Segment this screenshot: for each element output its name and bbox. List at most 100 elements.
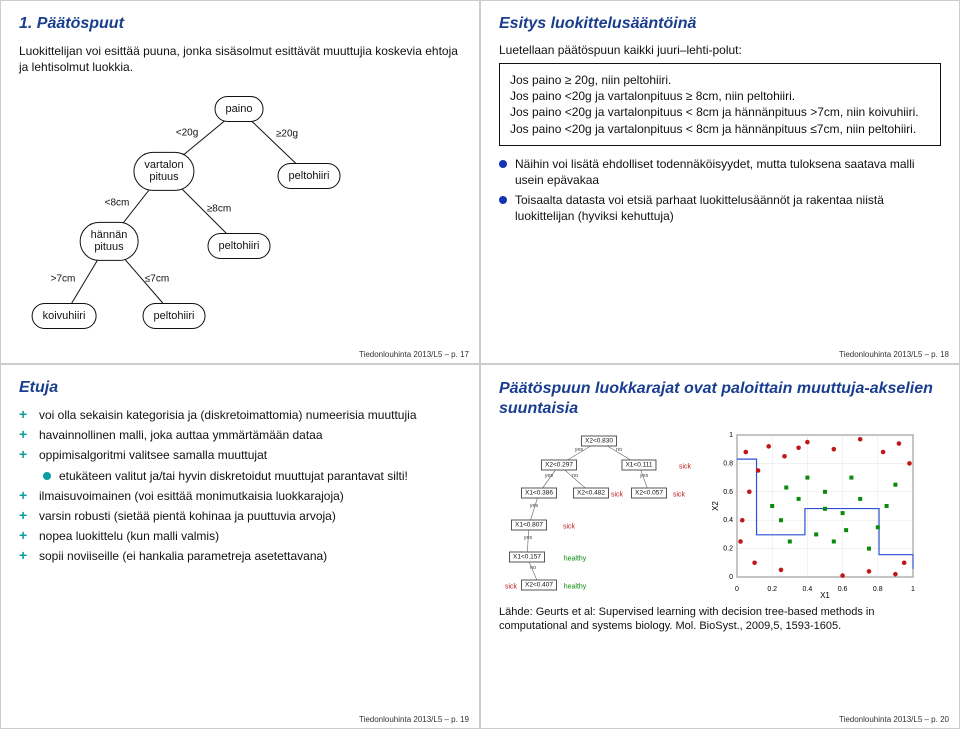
mini-tree-node: X2<0.297 xyxy=(541,460,577,471)
page-footer: Tiedonlouhinta 2013/L5 – p. 20 xyxy=(839,715,949,724)
page-footer: Tiedonlouhinta 2013/L5 – p. 17 xyxy=(359,350,469,359)
bullet-dot-icon xyxy=(499,196,507,204)
mini-tree-node: X1<0.111 xyxy=(621,460,656,471)
rule-line: Jos paino <20g ja vartalonpituus < 8cm j… xyxy=(510,121,930,137)
tree-node-n20: peltohiiri xyxy=(278,163,341,189)
plus-icon: + xyxy=(19,407,31,423)
mini-tree-leaf: sick xyxy=(505,584,517,591)
rules-box: Jos paino ≥ 20g, niin peltohiiri.Jos pai… xyxy=(499,63,941,146)
advantage-item: + havainnollinen malli, joka auttaa ymmär… xyxy=(19,427,461,443)
advantage-text: oppimisalgoritmi valitsee samalla muuttu… xyxy=(39,447,267,463)
mini-tree-leaf: healthy xyxy=(564,556,587,563)
svg-text:0: 0 xyxy=(729,574,733,581)
bullet-dot-icon xyxy=(43,472,51,480)
advantage-text: voi olla sekaisin kategorisia ja (diskre… xyxy=(39,407,417,423)
svg-text:0.6: 0.6 xyxy=(723,489,733,496)
mini-tree-node: X1<0.157 xyxy=(509,552,545,563)
edge-label: ≥8cm xyxy=(207,204,231,215)
advantage-item: + voi olla sekaisin kategorisia ja (diskr… xyxy=(19,407,461,423)
sub-bullet-text: etukäteen valitut ja/tai hyvin diskretoi… xyxy=(59,468,408,484)
svg-text:yes: yes xyxy=(640,473,649,479)
advantage-item: + nopea luokittelu (kun malli valmis) xyxy=(19,528,461,544)
mini-tree-leaf: healthy xyxy=(564,584,587,591)
advantage-text: ilmaisuvoimainen (voi esittää monimutkai… xyxy=(39,488,344,504)
mini-tree-node: X2<0.830 xyxy=(581,436,617,447)
advantage-item: + sopii noviiseille (ei hankalia parametr… xyxy=(19,548,461,564)
svg-text:0: 0 xyxy=(735,586,739,593)
tree-node-koiv: koivuhiiri xyxy=(32,303,97,329)
svg-text:0.8: 0.8 xyxy=(723,460,733,467)
svg-text:1: 1 xyxy=(729,432,733,439)
svg-text:0.2: 0.2 xyxy=(767,586,777,593)
tree-node-root: paino xyxy=(215,96,264,122)
plus-icon: + xyxy=(19,447,31,463)
svg-text:yes: yes xyxy=(530,503,539,509)
tree-node-vp: vartalonpituus xyxy=(133,152,194,190)
edge-label: ≤7cm xyxy=(145,274,169,285)
svg-text:0.2: 0.2 xyxy=(723,546,733,553)
rule-line: Jos paino <20g ja vartalonpituus ≥ 8cm, … xyxy=(510,88,930,104)
intro-text: Luetellaan päätöspuun kaikki juuri–lehti… xyxy=(499,43,941,57)
mini-tree-node: X2<0.057 xyxy=(631,488,667,499)
bullets: Näihin voi lisätä ehdolliset todennäköis… xyxy=(499,156,941,225)
advantage-text: havainnollinen malli, joka auttaa ymmärt… xyxy=(39,427,323,443)
slide-title: 1. Päätöspuut xyxy=(19,15,461,33)
svg-text:0.6: 0.6 xyxy=(838,586,848,593)
bullet-text: Toisaalta datasta voi etsiä parhaat luok… xyxy=(515,192,941,224)
slide-20: Päätöspuun luokkarajat ovat paloittain m… xyxy=(480,364,960,729)
mini-tree-leaf: sick xyxy=(563,524,575,531)
edge-label: <8cm xyxy=(105,198,130,209)
decision-tree: paino vartalonpituus peltohiiri hännänpituu… xyxy=(19,81,459,341)
edge-label: ≥20g xyxy=(276,129,298,140)
mini-tree-node: X2<0.482 xyxy=(573,488,609,499)
mini-tree-leaf: sick xyxy=(673,492,685,499)
svg-text:yes: yes xyxy=(545,473,554,479)
svg-text:1: 1 xyxy=(911,586,915,593)
plus-icon: + xyxy=(19,528,31,544)
svg-text:yes: yes xyxy=(575,447,584,453)
svg-text:yes: yes xyxy=(524,535,533,541)
plus-icon: + xyxy=(19,488,31,504)
bullet-item: Näihin voi lisätä ehdolliset todennäköis… xyxy=(499,156,941,188)
slide-title: Etuja xyxy=(19,379,461,397)
svg-text:0.4: 0.4 xyxy=(803,586,813,593)
bullet-dot-icon xyxy=(499,160,507,168)
mini-decision-tree: yes no yes no yes yes yes no X2<0.830 X2<0.297 X1… xyxy=(499,429,699,599)
mini-tree-node: X1<0.386 xyxy=(521,488,557,499)
advantage-item: + varsin robusti (sietää pientä kohinaa j… xyxy=(19,508,461,524)
svg-text:no: no xyxy=(572,473,578,479)
bullet-item: Toisaalta datasta voi etsiä parhaat luok… xyxy=(499,192,941,224)
rule-line: Jos paino ≥ 20g, niin peltohiiri. xyxy=(510,72,930,88)
page-footer: Tiedonlouhinta 2013/L5 – p. 18 xyxy=(839,350,949,359)
slide-title: Päätöspuun luokkarajat ovat paloittain m… xyxy=(499,379,941,419)
mini-tree-leaf: sick xyxy=(611,492,623,499)
edge-label: <20g xyxy=(176,128,199,139)
advantage-item: + oppimisalgoritmi valitsee samalla muutt… xyxy=(19,447,461,463)
plus-icon: + xyxy=(19,508,31,524)
mini-tree-node: X1<0.807 xyxy=(511,520,547,531)
svg-text:0.8: 0.8 xyxy=(873,586,883,593)
slide-title: Esitys luokittelusääntöinä xyxy=(499,15,941,33)
source-text: Lähde: Geurts et al: Supervised learning… xyxy=(499,605,941,634)
svg-text:no: no xyxy=(530,565,536,571)
tree-node-hp: hännänpituus xyxy=(80,222,139,260)
plus-icon: + xyxy=(19,548,31,564)
svg-text:no: no xyxy=(616,447,622,453)
svg-text:0.4: 0.4 xyxy=(723,517,733,524)
advantage-text: nopea luokittelu (kun malli valmis) xyxy=(39,528,219,544)
slide-18: Esitys luokittelusääntöinä Luetellaan pä… xyxy=(480,0,960,364)
advantage-list: + voi olla sekaisin kategorisia ja (diskr… xyxy=(19,407,461,565)
slide-17: 1. Päätöspuut Luokittelijan voi esittää … xyxy=(0,0,480,364)
advantage-text: varsin robusti (sietää pientä kohinaa ja… xyxy=(39,508,336,524)
edge-label: >7cm xyxy=(51,274,76,285)
svg-text:X2: X2 xyxy=(711,501,720,511)
mini-tree-leaf: sick xyxy=(679,464,691,471)
figure: yes no yes no yes yes yes no X2<0.830 X2<0.297 X1… xyxy=(499,429,941,599)
slide-19: Etuja + voi olla sekaisin kategorisia ja … xyxy=(0,364,480,729)
intro-text: Luokittelijan voi esittää puuna, jonka s… xyxy=(19,43,461,75)
rule-line: Jos paino <20g ja vartalonpituus < 8cm j… xyxy=(510,104,930,120)
tree-node-pelt: peltohiiri xyxy=(143,303,206,329)
advantage-item: + ilmaisuvoimainen (voi esittää monimutka… xyxy=(19,488,461,504)
plus-icon: + xyxy=(19,427,31,443)
advantage-text: sopii noviiseille (ei hankalia parametre… xyxy=(39,548,327,564)
